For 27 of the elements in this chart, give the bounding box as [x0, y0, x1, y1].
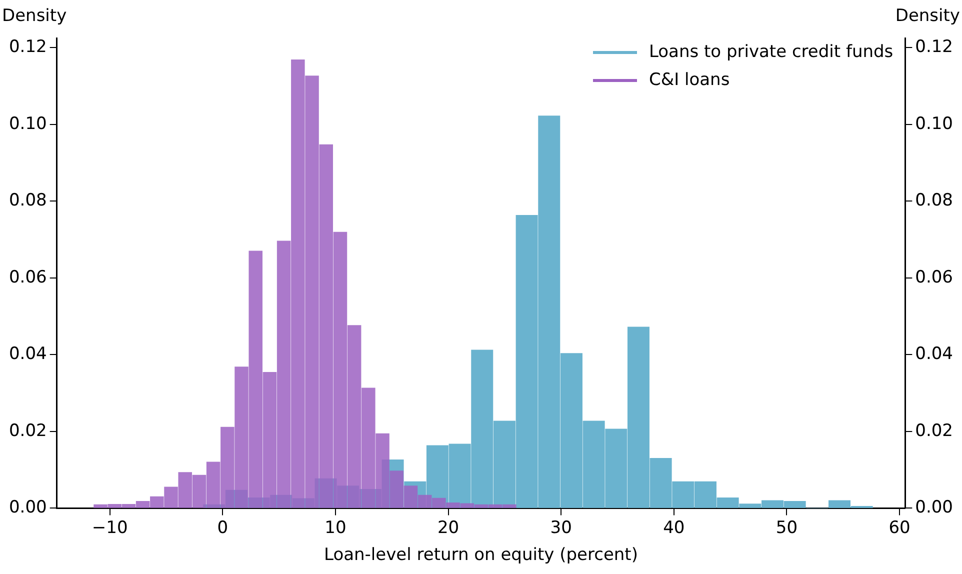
y2-tick-label: 0.06	[915, 267, 954, 288]
x-tick-label: 30	[550, 518, 572, 538]
y2-tick-label: 0.10	[915, 114, 954, 134]
y-tick-label: 0.12	[8, 37, 47, 58]
y-tick-label: 0.06	[8, 267, 47, 288]
y-tick-label: 0.08	[8, 190, 47, 211]
x-tick-label: 60	[888, 518, 910, 538]
legend-label: C&I loans	[648, 69, 730, 92]
y-tick-label: 0.02	[8, 420, 47, 441]
x-tick-label: 20	[437, 518, 460, 538]
y-axis-title: Density	[2, 6, 67, 26]
x-tick-label: 40	[663, 518, 685, 538]
x-tick-label: 10	[324, 518, 346, 538]
y2-tick-label: 0.08	[915, 190, 954, 211]
y2-tick-label: 0.02	[915, 420, 954, 441]
x-tick-label: 50	[776, 518, 798, 538]
x-tick-label: 0	[217, 518, 228, 538]
y-tick-label: 0.00	[8, 498, 47, 518]
y2-axis-title: Density	[895, 6, 960, 26]
y2-tick-label: 0.04	[915, 344, 954, 364]
y2-tick-label: 0.00	[915, 498, 954, 518]
x-tick-label: −10	[92, 518, 128, 538]
legend-label: Loans to private credit funds	[648, 41, 894, 64]
y-tick-label: 0.04	[8, 344, 47, 364]
x-axis-title: Loan-level return on equity (percent)	[324, 545, 638, 566]
y2-tick-label: 0.12	[915, 37, 954, 58]
y-tick-label: 0.10	[8, 114, 47, 134]
